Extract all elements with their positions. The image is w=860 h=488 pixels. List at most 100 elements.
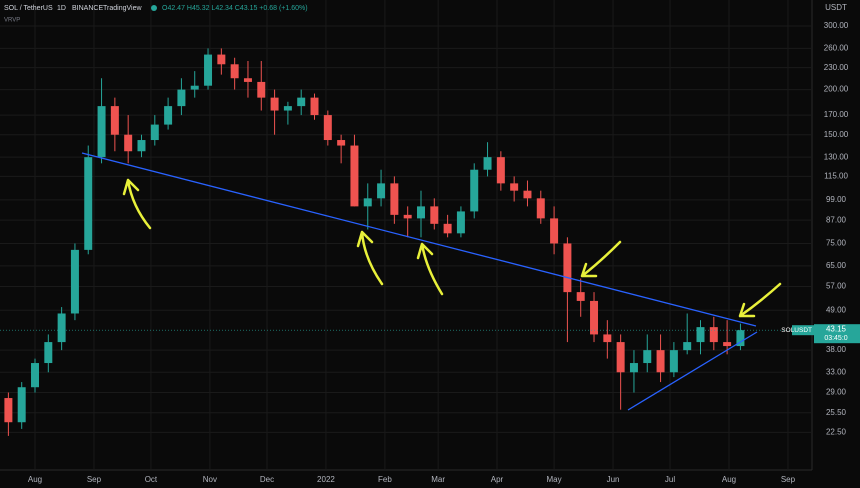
- arrow: [416, 242, 444, 296]
- y-tick-label: 200.00: [824, 85, 849, 94]
- y-tick-label: 130.00: [824, 152, 849, 161]
- x-tick-label: Sep: [781, 475, 796, 484]
- arrows: [122, 178, 782, 318]
- candle-body: [243, 78, 252, 82]
- y-tick-label: 25.50: [826, 408, 847, 417]
- y-tick-label: 150.00: [824, 130, 849, 139]
- candle-body: [310, 97, 319, 116]
- candle-body: [177, 89, 186, 107]
- candle-body: [416, 206, 425, 219]
- ticker-label: SOLUSDT: [781, 327, 812, 334]
- ohlc: O42.47 H45.32 L42.34 C43.15 +0.68 (+1.60…: [162, 5, 308, 12]
- candle-body: [696, 327, 705, 343]
- axes: 300.00 260.00 230.00 200.00 170.00 150.00 130.…: [0, 21, 860, 484]
- y-tick-label: 260.00: [824, 44, 849, 53]
- drawings: [81, 152, 782, 411]
- candle-body: [629, 363, 638, 373]
- x-tick-label: Nov: [203, 475, 217, 484]
- candle-body: [536, 198, 545, 219]
- candle-body: [217, 54, 226, 65]
- candle-body: [563, 243, 572, 293]
- arrow: [356, 230, 384, 286]
- candle-body: [137, 140, 146, 152]
- candle-body: [283, 106, 292, 111]
- candle-body: [84, 157, 93, 250]
- y-tick-label: 115.00: [824, 172, 848, 181]
- candle-body: [616, 342, 625, 373]
- last-price-label: 43.15: [826, 324, 847, 333]
- candle-body: [550, 218, 559, 244]
- y-tick-label: 170.00: [824, 110, 849, 119]
- x-tick-label: Aug: [28, 475, 42, 484]
- candle-body: [669, 350, 678, 373]
- candle-body: [110, 106, 119, 135]
- candle-body: [496, 157, 505, 184]
- ticker-label-box: [792, 325, 814, 336]
- candle-body: [736, 330, 745, 347]
- candle-body: [337, 140, 346, 146]
- candle-body: [377, 183, 386, 199]
- y-tick-label: 49.00: [826, 305, 847, 314]
- candle-body: [723, 342, 732, 347]
- candle-body: [576, 292, 585, 301]
- candle-body: [17, 387, 26, 423]
- grid: [0, 0, 812, 470]
- x-tick-label: May: [547, 475, 562, 484]
- status-dot: [151, 5, 157, 11]
- candle-body: [150, 124, 159, 141]
- y-tick-label: 99.00: [826, 195, 847, 204]
- candle-body: [230, 64, 239, 79]
- y-tick-label: 230.00: [824, 63, 849, 72]
- candle-body: [350, 145, 359, 207]
- candle-body: [297, 97, 306, 107]
- y-tick-label: 57.00: [826, 282, 847, 291]
- candle-body: [683, 342, 692, 351]
- candle-body: [204, 54, 213, 86]
- trend-line: [81, 152, 757, 327]
- x-tick-label: Feb: [378, 475, 392, 484]
- candle-body: [190, 85, 199, 90]
- x-tick-label: Mar: [431, 475, 445, 484]
- x-tick-label: Dec: [260, 475, 274, 484]
- y-tick-label: 75.00: [826, 239, 847, 248]
- x-tick-label: Apr: [491, 475, 504, 484]
- y-tick-label: 29.00: [826, 388, 847, 397]
- candle-body: [483, 157, 492, 170]
- y-tick-label: 65.00: [826, 261, 847, 270]
- symbol: SOL / TetherUS: [4, 5, 53, 12]
- candle-body: [164, 106, 173, 125]
- candle-body: [323, 115, 332, 141]
- candles: [4, 48, 745, 436]
- candle-body: [270, 97, 279, 111]
- x-tick-label: Sep: [87, 475, 102, 484]
- trend-line: [627, 331, 758, 411]
- brand: TradingView: [103, 5, 142, 12]
- exchange: BINANCE: [72, 5, 103, 12]
- y-tick-label: 38.00: [826, 345, 847, 354]
- candle-body: [257, 81, 266, 98]
- y-tick-label: 300.00: [824, 21, 849, 30]
- candle-body: [430, 206, 439, 224]
- candle-body: [31, 363, 39, 388]
- last-price-box: [814, 324, 860, 344]
- candle-body: [124, 134, 133, 152]
- x-tick-label: Jul: [665, 475, 675, 484]
- currency: USDT: [825, 3, 847, 12]
- candle-body: [443, 223, 452, 234]
- candle-body: [523, 190, 532, 199]
- indicator: VRVP: [4, 18, 20, 24]
- candle-body: [57, 313, 66, 343]
- candle-body: [456, 211, 465, 234]
- y-tick-label: 33.00: [826, 367, 847, 376]
- candle-body: [470, 169, 479, 212]
- candle-body: [643, 350, 652, 364]
- y-tick-label: 22.50: [826, 427, 847, 436]
- candle-body: [510, 183, 519, 191]
- candle-body: [656, 350, 665, 373]
- y-tick-label: 87.00: [826, 215, 847, 224]
- x-tick-label: Oct: [145, 475, 158, 484]
- candle-body: [363, 198, 372, 207]
- candle-body: [590, 300, 599, 335]
